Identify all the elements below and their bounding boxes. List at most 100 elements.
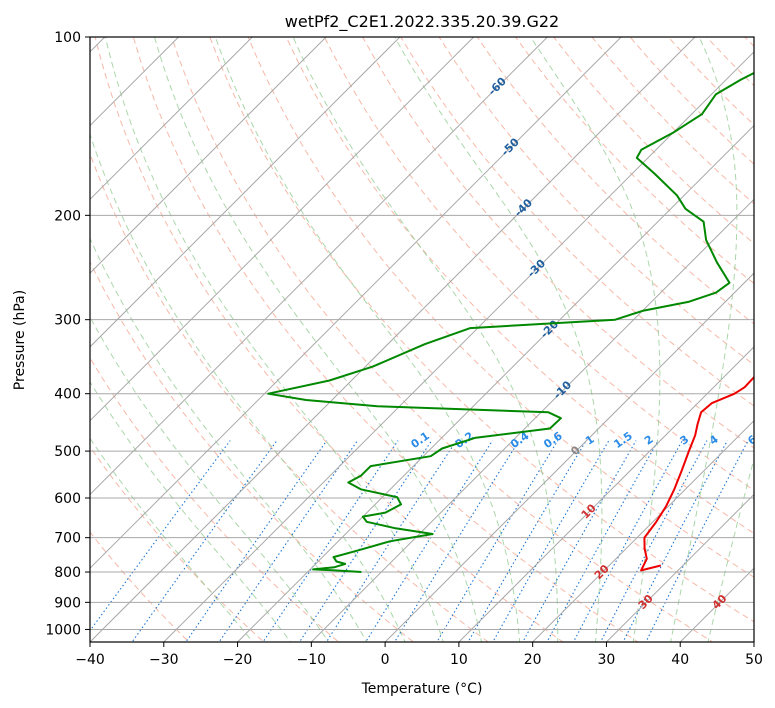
isotherm-line — [90, 37, 622, 569]
x-tick-label: −10 — [297, 652, 327, 668]
x-axis-ticks: −40 −30 −20 −10 0 10 20 30 40 50 — [75, 642, 763, 668]
isotherm-line — [458, 346, 754, 642]
mixing-ratio-line — [365, 440, 493, 642]
isotherm-line — [90, 37, 475, 422]
isotherm-line — [90, 37, 548, 496]
mixing-ratio-line — [262, 440, 399, 642]
isotherm-line — [679, 567, 754, 642]
dry-adiabat — [90, 260, 415, 642]
mixing-ratio-line — [522, 440, 637, 642]
dry-adiabat — [667, 37, 754, 126]
mixing-ratio-line — [90, 440, 231, 632]
y-tick-label: 1000 — [45, 622, 81, 638]
mixing-ratio-line — [622, 440, 728, 642]
plot-frame — [89, 36, 755, 643]
mixing-ratio-line — [298, 440, 433, 642]
moist-adiabat — [214, 37, 521, 642]
y-tick-label: 700 — [54, 531, 81, 547]
mixing-ratio-label: 1 — [583, 433, 597, 448]
y-tick-label: 500 — [54, 444, 81, 460]
dry-adiabat — [132, 37, 639, 642]
mixing-ratio-label: 0.2 — [453, 429, 476, 451]
moist-adiabat — [90, 381, 292, 642]
x-tick-label: −40 — [75, 652, 105, 668]
y-tick-label: 800 — [54, 565, 81, 581]
mixing-ratio-line — [436, 440, 559, 642]
moist-adiabat — [90, 315, 330, 642]
mixing-ratio-line — [546, 440, 659, 642]
isotherm-line — [90, 37, 401, 348]
mixing-ratio-line — [572, 440, 683, 642]
x-tick-label: −20 — [223, 652, 253, 668]
isotherm-line — [163, 51, 754, 642]
dry-adiabat — [94, 37, 564, 642]
mixing-ratio-label: 0.1 — [409, 429, 432, 451]
dry-adiabat — [400, 37, 754, 407]
dry-adiabat — [438, 37, 754, 366]
isotherm-line — [753, 641, 754, 642]
x-tick-label: 0 — [381, 652, 390, 668]
x-axis-label: Temperature (°C) — [361, 681, 483, 697]
series-line-dewpoint — [267, 71, 754, 573]
moist-adiabat — [530, 37, 661, 642]
x-tick-label: 40 — [671, 652, 689, 668]
mixing-ratio-line — [218, 440, 358, 642]
data-series — [267, 71, 754, 573]
mixing-ratio-label: 6 — [745, 432, 759, 447]
dry-adiabat — [171, 37, 714, 642]
isotherm-line — [237, 124, 754, 642]
moist-adiabat — [104, 37, 444, 642]
dry-adiabat — [705, 37, 754, 87]
mixing-ratio-line — [599, 440, 708, 642]
series-line-temperature — [640, 375, 754, 572]
y-tick-label: 300 — [54, 313, 81, 329]
dry-adiabat — [591, 37, 754, 205]
y-tick-label: 100 — [54, 30, 81, 46]
dry-adiabat — [209, 37, 754, 623]
x-tick-label: 50 — [745, 652, 763, 668]
dry-adiabat — [90, 356, 340, 642]
dry-adiabat — [362, 37, 754, 449]
moist-adiabat — [153, 37, 483, 642]
dry-adiabat — [90, 152, 490, 642]
x-tick-label: 30 — [598, 652, 616, 668]
isotherm-line — [90, 37, 327, 274]
mixing-ratio-label: 2 — [642, 433, 656, 448]
background-lines — [90, 37, 754, 642]
mixing-ratio-line — [492, 440, 610, 642]
isotherm-line — [384, 272, 754, 642]
mixing-ratio-label: 0.6 — [541, 429, 565, 451]
isotherm-line — [606, 493, 754, 642]
moist-adiabat — [394, 37, 603, 642]
moist-adiabat — [90, 437, 254, 642]
isotherm-line — [90, 37, 253, 201]
y-tick-label: 400 — [54, 387, 81, 403]
dry-adiabat — [90, 446, 265, 642]
dry-adiabat — [247, 37, 754, 578]
isotherm-line — [310, 198, 754, 642]
dry-adiabat — [323, 37, 754, 491]
mixing-ratio-line — [131, 440, 278, 642]
chart-title: wetPf2_C2E1.2022.335.20.39.G22 — [285, 12, 559, 32]
isotherm-line — [532, 419, 754, 642]
moist-adiabat — [670, 37, 738, 642]
dry-adiabat — [476, 37, 754, 325]
y-axis-ticks: 100 200 300 400 500 600 700 800 900 1000 — [45, 30, 90, 638]
dry-adiabat — [90, 531, 190, 642]
isotherm-line — [90, 37, 696, 642]
dry-adiabat — [744, 37, 754, 47]
x-tick-label: 20 — [524, 652, 542, 668]
y-tick-label: 900 — [54, 595, 81, 611]
moist-adiabat — [90, 132, 406, 642]
x-tick-label: −30 — [149, 652, 179, 668]
isotherm-label: 20 — [592, 562, 612, 582]
dry-adiabat — [514, 37, 754, 285]
mixing-ratio-line — [645, 440, 749, 642]
y-tick-label: 600 — [54, 491, 81, 507]
moist-adiabat — [90, 237, 368, 642]
mixing-ratio-line — [467, 440, 587, 642]
x-tick-label: 10 — [450, 652, 468, 668]
moist-adiabat — [292, 37, 559, 642]
grid-lines — [90, 37, 754, 642]
